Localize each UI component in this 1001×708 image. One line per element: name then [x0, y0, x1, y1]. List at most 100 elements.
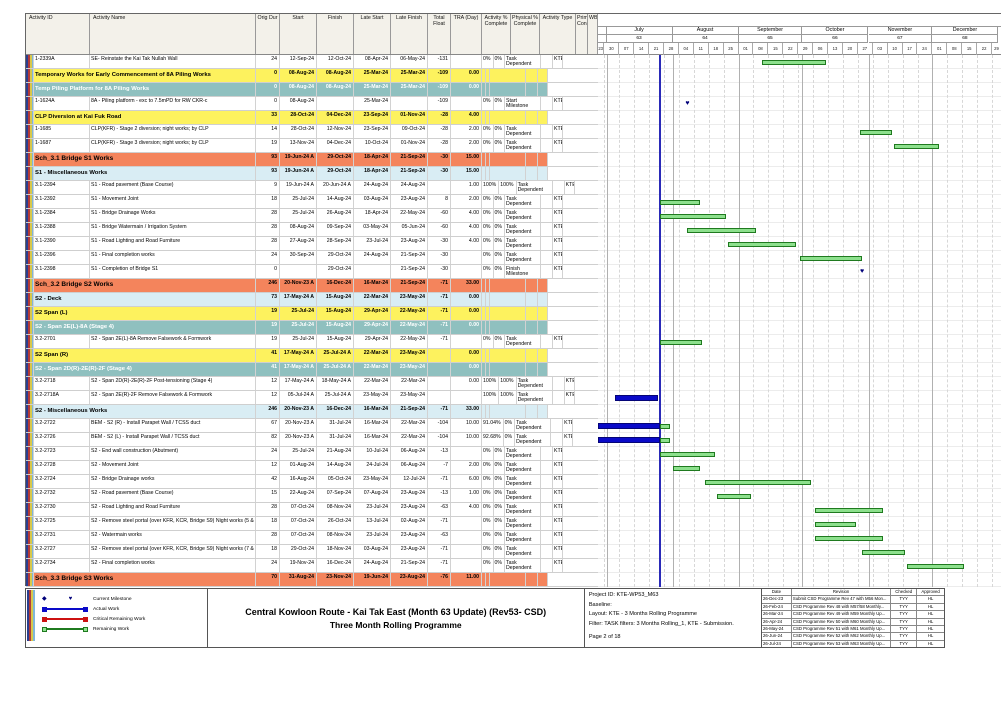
cell-tf: 8	[428, 195, 451, 208]
cell-wbs: KTE4	[553, 475, 563, 488]
band-cell-od: 246	[256, 279, 280, 292]
band-cell-od: 73	[256, 293, 280, 306]
band-cell-ap	[482, 83, 486, 96]
cell-lf: 23-Aug-24	[391, 531, 428, 544]
column-header-name: Activity Name	[90, 14, 256, 54]
band-cell-pc	[526, 153, 538, 166]
group-band-row: S2 - Miscellaneous Works 246 20-Nov-23 A 16…	[26, 405, 598, 419]
cell-ap: 100%	[482, 377, 500, 390]
cell-tra: 2.00	[451, 461, 482, 474]
week-gridline	[723, 55, 725, 587]
cell-name: S2 - Span 2E(L)-8A Remove Falsework & Fo…	[90, 335, 256, 348]
cell-id: 3.2-2724	[34, 475, 90, 488]
cell-ap: 0%	[482, 97, 494, 110]
cell-od: 15	[256, 489, 280, 502]
cell-st: 08-Aug-24	[280, 223, 317, 236]
cell-name: S2 - Final completion works	[90, 559, 256, 572]
cell-pp: 0%	[494, 223, 505, 236]
cell-ls: 24-Aug-24	[354, 181, 391, 194]
cell-tf: -63	[428, 531, 451, 544]
band-cell-fn: 15-Aug-24	[317, 321, 354, 334]
cell-ap: 92.68%	[482, 433, 504, 446]
band-cell-at	[490, 321, 526, 334]
revision-row: 26-Apr-24 CSD Programme Rev 50 with M60 M…	[762, 618, 945, 626]
band-cell-pc	[526, 363, 538, 376]
timeline-week: 30	[604, 43, 620, 55]
cell-id: 1-1687	[34, 139, 90, 152]
band-cell-lf: 21-Sep-24	[391, 279, 428, 292]
remaining-work-bar	[862, 549, 905, 555]
cell-od: 19	[256, 139, 280, 152]
cell-tra	[451, 531, 482, 544]
cell-ls: 24-Aug-24	[354, 251, 391, 264]
cell-wbs: KTE4	[553, 461, 563, 474]
actual-work-bar	[615, 395, 658, 401]
cell-lf: 06-Aug-24	[391, 447, 428, 460]
cell-fn: 14-Aug-24	[317, 461, 354, 474]
band-cell-fn: 29-Oct-24	[317, 153, 354, 166]
cell-tra: 2.00	[451, 195, 482, 208]
band-cell-pp	[486, 349, 490, 362]
cell-od: 28	[256, 237, 280, 250]
cell-tra	[451, 447, 482, 460]
cell-od: 12	[256, 461, 280, 474]
legend-items: ◆ ♥ Current Milestone Actual Work Critical R…	[42, 594, 207, 634]
cell-ls: 25-Mar-24	[354, 97, 391, 110]
cell-fn: 26-Oct-24	[317, 517, 354, 530]
row-margin-stripe	[26, 503, 34, 516]
band-cell-lf: 23-May-24	[391, 349, 428, 362]
band-cell-pc	[526, 69, 538, 82]
week-gridline	[842, 55, 844, 587]
cell-tra: 4.00	[451, 209, 482, 222]
cell-fn: 15-Aug-24	[317, 335, 354, 348]
band-cell-fn: 25-Jul-24 A	[317, 363, 354, 376]
cell-lf: 06-Aug-24	[391, 461, 428, 474]
cell-at: Task Dependent	[505, 139, 541, 152]
legend-remaining-icon	[42, 626, 88, 632]
cell-id: 3.1-2398	[34, 265, 90, 278]
cell-id: 3.2-2731	[34, 531, 90, 544]
cell-fn: 05-Oct-24	[317, 475, 354, 488]
cell-fn: 28-Sep-24	[317, 237, 354, 250]
cell-wbs: KTE4	[553, 447, 563, 460]
timeline-week: 18	[709, 43, 724, 55]
row-margin-stripe	[26, 307, 34, 320]
cell-ls: 13-Jul-24	[354, 517, 391, 530]
table-row: 3.2-2727 S2 - Remove steel portal (over K…	[26, 545, 598, 559]
group-band-row: Temp Piling Platform for 8A Piling Works…	[26, 83, 598, 97]
cell-st: 13-Nov-24	[280, 139, 317, 152]
band-cell-at	[490, 167, 526, 180]
band-cell-ap	[482, 573, 486, 586]
legend-label: Critical Remaining Work	[93, 616, 146, 622]
revision-row: 26-Dec-23 Submit CSD Programme Rev 47 wit…	[762, 596, 945, 604]
band-cell-ap	[482, 307, 486, 320]
band-cell-lf: 21-Sep-24	[391, 167, 428, 180]
row-margin-stripe	[26, 265, 34, 278]
band-cell-wbs	[538, 293, 548, 306]
cell-st: 17-May-24 A	[280, 377, 317, 390]
revision-cell: HL	[927, 596, 934, 602]
timeline-week: 22	[783, 43, 799, 55]
cell-lf: 22-May-24	[391, 335, 428, 348]
cell-name: S1 - Completion of Bridge S1	[90, 265, 256, 278]
cell-at: Task Dependent	[505, 447, 541, 460]
band-cell-tf: -30	[428, 153, 451, 166]
band-cell-ls: 22-Mar-24	[354, 349, 391, 362]
cell-st: 19-Jun-24 A	[280, 181, 317, 194]
week-gridline	[753, 55, 755, 587]
timeline-week: 03	[873, 43, 888, 55]
cell-at: Task Dependent	[505, 251, 541, 264]
revision-header-cell: Revision	[792, 589, 892, 596]
revision-cell: CSD Programme Rev 53 with M63 Monthly Up…	[792, 640, 892, 647]
cell-pc	[541, 545, 553, 558]
cell-od: 28	[256, 209, 280, 222]
cell-id: 3.2-2727	[34, 545, 90, 558]
revision-cell: TYY	[891, 603, 918, 611]
band-cell-ap	[482, 111, 486, 124]
cell-pp: 0%	[494, 55, 505, 68]
cell-pp: 0%	[494, 475, 505, 488]
cell-name: S2 - Span 2E(R)-2F Remove Falsework & Fo…	[90, 391, 256, 404]
timeline-week: 04	[679, 43, 694, 55]
band-cell-wbs	[538, 279, 548, 292]
